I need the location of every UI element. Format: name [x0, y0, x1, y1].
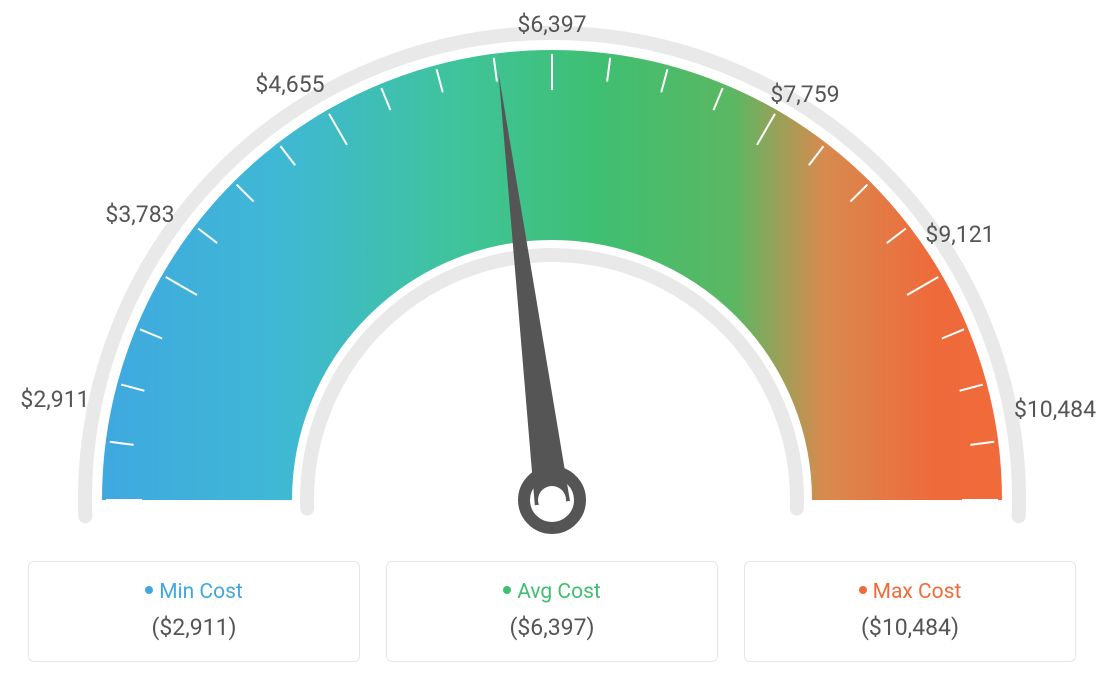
max-cost-label: Max Cost	[873, 580, 962, 604]
svg-text:$2,911: $2,911	[20, 386, 89, 413]
avg-cost-dot	[503, 586, 511, 594]
max-cost-card: Max Cost ($10,484)	[744, 561, 1076, 662]
min-cost-card: Min Cost ($2,911)	[28, 561, 360, 662]
svg-text:$3,783: $3,783	[105, 201, 174, 228]
gauge-svg: $2,911 $3,783 $4,655 $6,397 $7,759 $9,121 $10,…	[0, 0, 1104, 540]
min-cost-value: ($2,911)	[39, 614, 349, 641]
summary-cards-row: Min Cost ($2,911) Avg Cost ($6,397) Max …	[28, 561, 1076, 662]
max-cost-value: ($10,484)	[755, 614, 1065, 641]
max-cost-dot	[859, 586, 867, 594]
svg-text:$4,655: $4,655	[255, 71, 324, 98]
avg-cost-title: Avg Cost	[397, 580, 707, 604]
svg-text:$7,759: $7,759	[770, 81, 839, 108]
svg-text:$10,484: $10,484	[1014, 396, 1096, 423]
avg-cost-label: Avg Cost	[517, 580, 601, 604]
gauge-area: $2,911 $3,783 $4,655 $6,397 $7,759 $9,121 $10,…	[0, 0, 1104, 540]
svg-text:$9,121: $9,121	[925, 221, 994, 248]
min-cost-title: Min Cost	[39, 580, 349, 604]
svg-text:$6,397: $6,397	[517, 11, 586, 38]
min-cost-label: Min Cost	[159, 580, 243, 604]
max-cost-title: Max Cost	[755, 580, 1065, 604]
gauge-chart-container: $2,911 $3,783 $4,655 $6,397 $7,759 $9,121 $10,…	[0, 0, 1104, 690]
avg-cost-card: Avg Cost ($6,397)	[386, 561, 718, 662]
min-cost-dot	[145, 586, 153, 594]
avg-cost-value: ($6,397)	[397, 614, 707, 641]
